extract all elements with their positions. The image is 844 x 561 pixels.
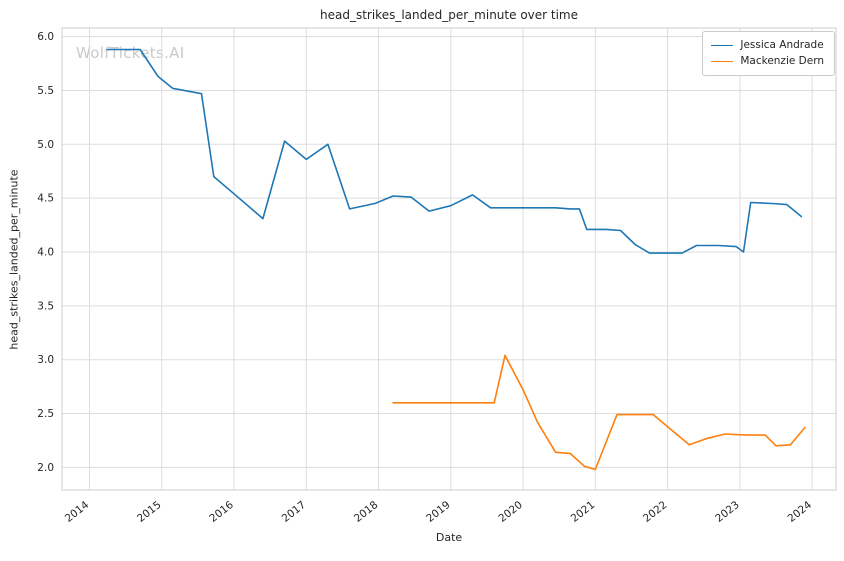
x-tick-label: 2021 [569,499,597,525]
legend: Jessica Andrade Mackenzie Dern [702,31,835,76]
x-tick-label: 2019 [424,499,452,525]
y-tick-label: 3.5 [37,300,54,312]
y-tick-label: 4.5 [37,193,54,205]
y-tick-label: 4.0 [37,247,54,259]
x-tick-label: 2023 [713,499,741,525]
legend-item: Jessica Andrade [711,37,824,53]
y-tick-label: 5.5 [37,85,54,97]
legend-label: Jessica Andrade [740,39,824,51]
x-tick-label: 2017 [280,499,308,525]
y-tick-label: 3.0 [37,354,54,366]
chart-title: head_strikes_landed_per_minute over time [319,8,579,22]
x-tick-label: 2016 [207,499,236,525]
x-axis-label: Date [435,531,463,544]
x-tick-label: 2018 [352,499,380,525]
legend-line-swatch [711,44,734,46]
x-tick-label: 2020 [496,499,524,525]
series-line-jessica-andrade [106,48,803,254]
x-tick-label: 2022 [641,499,669,525]
legend-line-swatch [711,60,734,62]
y-tick-label: 6.0 [37,31,54,43]
plot-border [61,27,837,491]
y-tick-label: 2.5 [37,408,54,420]
x-tick-label: 2015 [135,499,163,525]
y-tick-label: 5.0 [37,139,54,151]
watermark: WolfTickets.AI [76,44,185,62]
series-line-mackenzie-dern [392,354,806,471]
x-tick-label: 2024 [786,499,815,525]
legend-label: Mackenzie Dern [740,55,824,67]
y-tick-label: 2.0 [37,462,54,474]
x-tick-label: 2014 [63,499,92,525]
legend-item: Mackenzie Dern [711,53,824,69]
